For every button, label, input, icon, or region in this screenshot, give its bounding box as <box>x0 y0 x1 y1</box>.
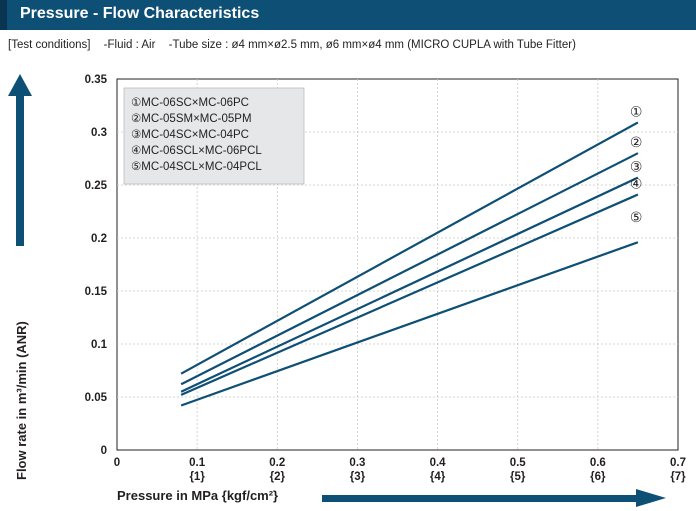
header-accent <box>0 0 7 30</box>
x-tick-label-kgf: {2} <box>270 471 286 483</box>
x-axis-label: Pressure in MPa {kgf/cm²} <box>117 488 279 503</box>
x-tick-label: 0.4 <box>430 457 447 469</box>
test-conditions: [Test conditions] -Fluid : Air -Tube siz… <box>8 39 586 51</box>
y-tick-label: 0 <box>101 445 107 457</box>
x-axis-arrow <box>322 489 666 507</box>
y-tick-label: 0.05 <box>85 392 108 404</box>
legend-entry-1: ①MC-06SC×MC-06PC <box>131 97 249 109</box>
x-tick-labels: 0 0.1 {1} 0.2 {2} 0.3 {3} 0.4 {4} 0.5 {5} 0.6 {6} 0.7… <box>114 457 686 483</box>
x-tick-label: 0.7 <box>670 457 686 469</box>
x-tick-label: 0.2 <box>269 457 285 469</box>
x-tick-label: 0 <box>114 457 120 469</box>
x-tick-label-kgf: {1} <box>189 471 205 483</box>
section-header: Pressure - Flow Characteristics <box>0 0 696 30</box>
legend-box <box>123 87 305 185</box>
y-tick-label: 0.35 <box>85 74 108 86</box>
legend-entry-2: ②MC-05SM×MC-05PM <box>131 113 252 125</box>
series-label-2: ② <box>630 134 643 150</box>
x-tick-label-kgf: {3} <box>350 471 366 483</box>
y-tick-label: 0.2 <box>91 233 107 245</box>
test-conditions-label: [Test conditions] <box>8 39 91 51</box>
series-label-4: ④ <box>630 176 643 192</box>
legend-entry-4: ④MC-06SCL×MC-06PCL <box>131 145 262 157</box>
y-axis-label: Flow rate in m³/min (ANR) <box>14 321 29 480</box>
legend-entry-3: ③MC-04SC×MC-04PC <box>131 129 249 141</box>
series-line-5 <box>180 241 639 407</box>
x-tick-label: 0.1 <box>189 457 206 469</box>
y-tick-labels: 0 0.05 0.1 0.15 0.2 0.25 0.3 0.35 <box>85 74 108 457</box>
series-line-1 <box>180 121 639 375</box>
legend: ①MC-06SC×MC-06PC ②MC-05SM×MC-05PM ③MC-04… <box>123 87 305 185</box>
series-label-5: ⑤ <box>630 209 643 225</box>
y-tick-label: 0.25 <box>85 180 108 192</box>
x-tick-label: 0.3 <box>349 457 365 469</box>
y-tick-label: 0.3 <box>91 127 107 139</box>
series-line-4 <box>180 193 639 396</box>
x-tick-label-kgf: {5} <box>510 471 526 483</box>
y-tick-label: 0.1 <box>91 339 108 351</box>
fluid-condition: -Fluid : Air <box>103 39 156 51</box>
x-tick-label: 0.6 <box>590 457 606 469</box>
series-line-2 <box>180 152 639 386</box>
series-line-3 <box>180 176 639 393</box>
legend-entry-5: ⑤MC-04SCL×MC-04PCL <box>131 161 262 173</box>
series-label-1: ① <box>630 103 643 119</box>
section-title: Pressure - Flow Characteristics <box>20 5 260 22</box>
series-lines: ① ② ③④ ⑤ <box>180 103 643 407</box>
tube-condition: -Tube size : ø4 mm×ø2.5 mm, ø6 mm×ø4 mm … <box>168 39 576 51</box>
x-tick-label-kgf: {4} <box>430 471 446 483</box>
x-tick-label: 0.5 <box>510 457 527 469</box>
x-tick-label-kgf: {7} <box>670 471 686 483</box>
x-tick-label-kgf: {6} <box>590 471 606 483</box>
series-label-3: ③ <box>630 159 643 175</box>
y-tick-label: 0.15 <box>85 286 108 298</box>
